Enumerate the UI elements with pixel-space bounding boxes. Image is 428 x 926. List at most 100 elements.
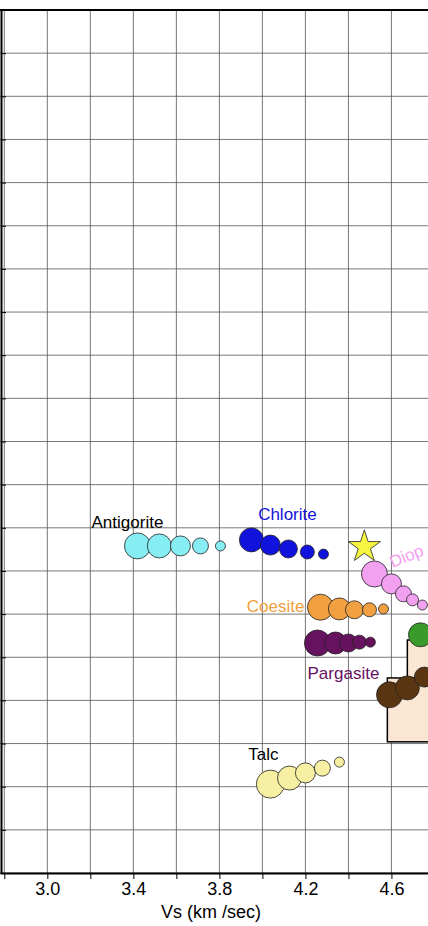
y-tick (1, 269, 6, 270)
y-grid-line (0, 139, 428, 140)
x-tick-mark (90, 873, 91, 879)
x-tick: 3.8 (207, 873, 232, 899)
bubble (334, 757, 344, 767)
y-grid-line (0, 96, 428, 97)
x-axis: 3.0 3.4 3.8 4.2 4.6 (1, 873, 428, 899)
y-tick (1, 96, 6, 97)
y-tick-mark (1, 398, 6, 399)
bubble (124, 533, 150, 559)
y-grid-line (0, 312, 428, 313)
bubble (345, 601, 363, 619)
y-tick (1, 53, 6, 54)
bubble (352, 635, 366, 649)
y-grid-line (0, 355, 428, 356)
x-tick-mark (262, 873, 263, 879)
x-tick-mark (176, 873, 177, 879)
y-tick (1, 700, 6, 701)
y-tick (1, 873, 6, 874)
series-labels: Antigorite Chlorite Diop Coesite Pargasite Ta… (92, 505, 427, 764)
bubble (318, 549, 328, 559)
y-tick-mark (1, 442, 6, 443)
series-label: Talc (248, 745, 279, 764)
y-grid-line (0, 484, 428, 485)
y-grid-line (0, 441, 428, 442)
y-tick (1, 614, 6, 615)
y-tick (1, 744, 6, 745)
series-label: Antigorite (92, 513, 164, 532)
bubble (239, 528, 263, 552)
x-tick: 3.4 (121, 873, 146, 899)
bubble (295, 763, 315, 783)
x-tick-label: 3.4 (121, 879, 146, 899)
x-axis-title: Vs (km /sec) (161, 902, 261, 922)
bubble (378, 604, 388, 614)
grid (0, 10, 428, 873)
y-tick-mark (1, 787, 6, 788)
y-tick-mark (1, 873, 6, 874)
x-axis-line (1, 873, 428, 875)
y-tick-mark (1, 485, 6, 486)
y-tick-mark (1, 96, 6, 97)
y-tick (1, 398, 6, 399)
y-tick-mark (1, 226, 6, 227)
series-label: Chlorite (258, 505, 317, 524)
bubble (215, 541, 225, 551)
y-tick-mark (1, 657, 6, 658)
y-tick-mark (1, 571, 6, 572)
y-tick-mark (1, 744, 6, 745)
y-tick (1, 787, 6, 788)
bubble (170, 536, 190, 556)
y-axis (1, 11, 6, 874)
y-grid-line (0, 10, 428, 11)
y-tick-mark (1, 312, 6, 313)
y-grid-line (0, 657, 428, 658)
y-tick-mark (1, 700, 6, 701)
x-tick (348, 873, 349, 879)
x-tick-mark (348, 873, 349, 879)
y-grid-line (0, 786, 428, 787)
y-grid-line (0, 873, 428, 874)
bubble (300, 545, 314, 559)
y-grid-line (0, 743, 428, 744)
x-tick-label: 4.6 (379, 879, 404, 899)
marks (124, 528, 428, 798)
series-label: Diop (387, 541, 427, 572)
y-tick (1, 312, 6, 313)
bubble (279, 540, 297, 558)
y-tick (1, 528, 6, 529)
y-grid-line (0, 829, 428, 830)
y-tick-mark (1, 830, 6, 831)
bubble (260, 535, 280, 555)
x-tick (262, 873, 263, 879)
y-tick-mark (1, 53, 6, 54)
x-tick-label: 3.0 (35, 879, 60, 899)
y-tick (1, 226, 6, 227)
frame-top (0, 9, 428, 11)
bubble (414, 667, 428, 687)
y-grid-line (0, 268, 428, 269)
y-tick (1, 657, 6, 658)
bubble (147, 534, 171, 558)
bubble (362, 603, 376, 617)
chart: Antigorite Chlorite Diop Coesite Pargasite Ta… (0, 0, 428, 926)
y-tick-mark (1, 139, 6, 140)
y-tick (1, 442, 6, 443)
series-label: Coesite (247, 597, 305, 616)
bubble (314, 760, 330, 776)
series-label: Pargasite (308, 664, 380, 683)
y-tick-mark (1, 183, 6, 184)
y-tick (1, 183, 6, 184)
bubble (192, 538, 208, 554)
x-tick (176, 873, 177, 879)
y-tick (1, 139, 6, 140)
x-tick-label: 4.2 (293, 879, 318, 899)
y-tick (1, 355, 6, 356)
x-tick: 3.0 (35, 873, 60, 899)
x-tick: 4.6 (379, 873, 404, 899)
x-tick: 4.2 (293, 873, 318, 899)
y-grid-line (0, 182, 428, 183)
y-tick-mark (1, 355, 6, 356)
y-tick (1, 830, 6, 831)
y-grid-line (0, 225, 428, 226)
y-tick (1, 571, 6, 572)
